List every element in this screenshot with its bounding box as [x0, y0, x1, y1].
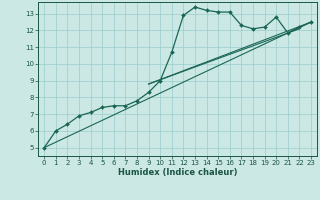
X-axis label: Humidex (Indice chaleur): Humidex (Indice chaleur): [118, 168, 237, 177]
